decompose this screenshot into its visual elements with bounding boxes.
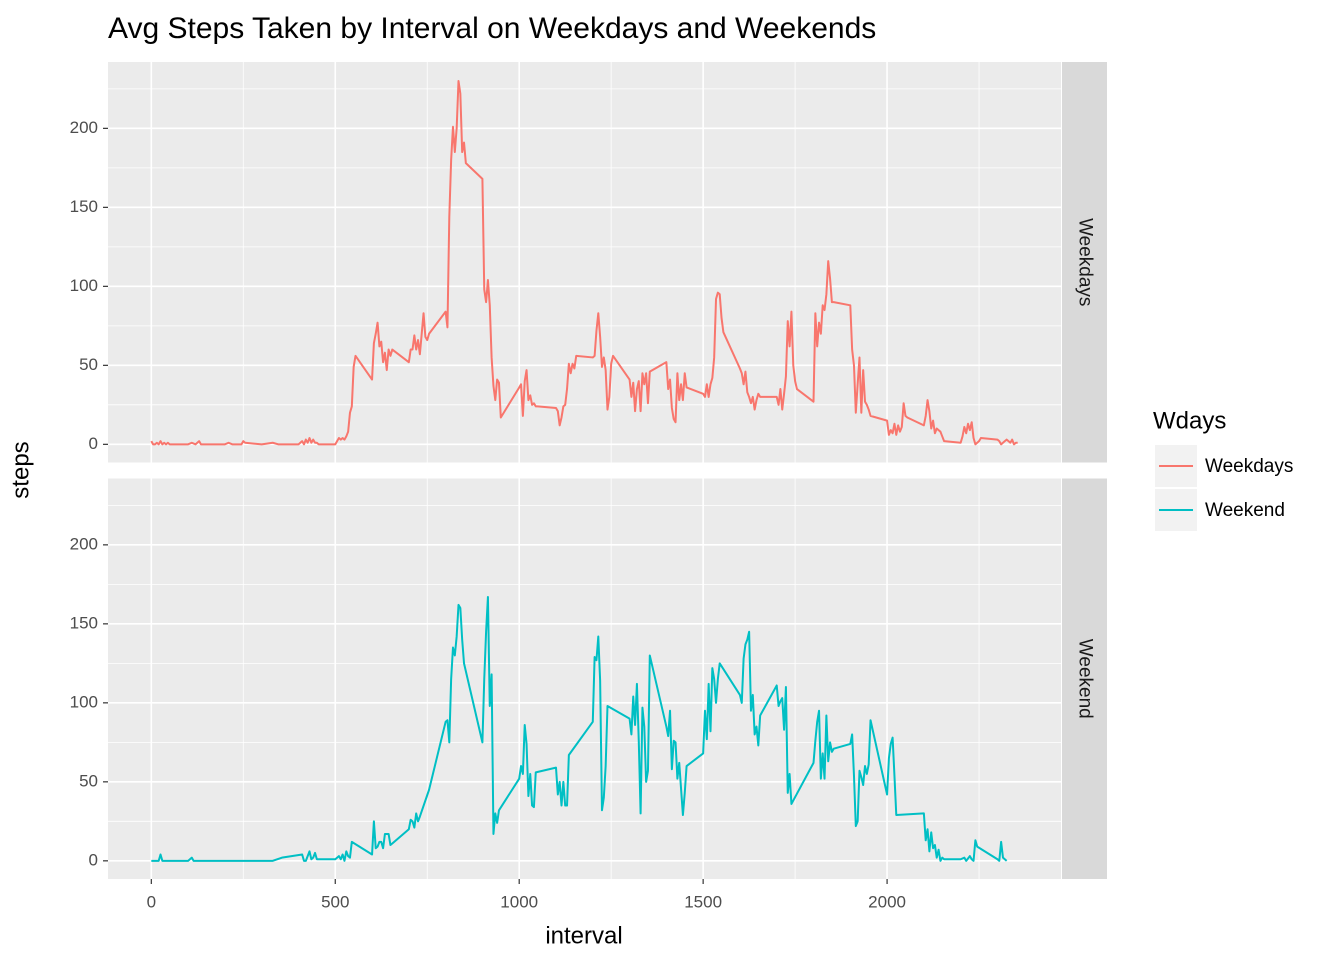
y-tick-label: 50	[79, 771, 98, 790]
x-tick-label: 1000	[500, 892, 538, 911]
y-tick-label: 100	[70, 276, 98, 295]
x-tick-label: 0	[147, 892, 156, 911]
y-tick-label: 100	[70, 692, 98, 711]
y-tick-label: 50	[79, 355, 98, 374]
strip-background	[1062, 62, 1107, 463]
legend-title: Wdays	[1153, 407, 1226, 434]
y-tick-label: 0	[89, 434, 98, 453]
strip-background	[1062, 478, 1107, 879]
panel-background	[108, 478, 1061, 879]
strip-label: Weekdays	[1074, 218, 1095, 306]
x-tick-label: 500	[321, 892, 349, 911]
y-tick-label: 200	[70, 534, 98, 553]
x-axis-label: interval	[545, 922, 622, 949]
y-tick-label: 0	[89, 850, 98, 869]
line	[150, 79, 1018, 446]
legend-label: Weekend	[1205, 500, 1285, 521]
x-tick-label: 1500	[684, 892, 722, 911]
y-axis-label: steps	[7, 441, 34, 498]
x-tick-label: 2000	[868, 892, 906, 911]
panel-background	[108, 62, 1061, 463]
strip-label: Weekend	[1074, 639, 1095, 719]
chart-title: Avg Steps Taken by Interval on Weekdays …	[108, 12, 876, 45]
y-tick-label: 200	[70, 118, 98, 137]
y-tick-label: 150	[70, 197, 98, 216]
legend-label: Weekdays	[1205, 456, 1293, 477]
line	[151, 595, 1008, 862]
y-tick-label: 150	[70, 613, 98, 632]
